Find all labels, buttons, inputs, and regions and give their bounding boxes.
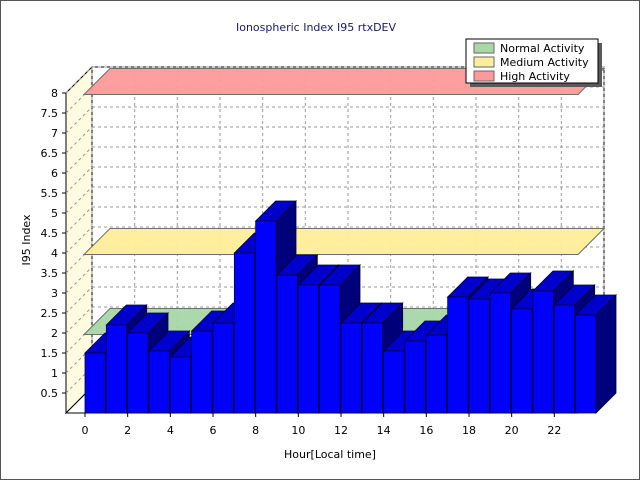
y-tick-label: 4.5 (41, 227, 59, 240)
x-tick-label: 6 (210, 424, 217, 437)
x-tick-label: 12 (334, 424, 348, 437)
bar-front (532, 290, 554, 414)
x-axis-ticks: 0 2 4 6 8 10 12 14 16 18 20 22 (82, 413, 561, 437)
y-tick-label: 2.5 (41, 307, 59, 320)
bar-front (276, 274, 298, 414)
legend-swatch-medium (473, 56, 495, 68)
x-tick-label: 20 (505, 424, 519, 437)
x-axis-title: Hour[Local time] (284, 448, 376, 461)
x-tick-label: 2 (124, 424, 131, 437)
bar-front (511, 308, 533, 414)
bar-front (255, 220, 277, 414)
bar-front (233, 252, 256, 414)
bar-front (489, 292, 512, 414)
band-medium (82, 228, 606, 255)
x-tick-label: 22 (547, 424, 561, 437)
grid-line-side (65, 106, 93, 134)
x-tick-label: 4 (167, 424, 174, 437)
legend-label-medium: Medium Activity (500, 56, 589, 69)
bar-front (340, 322, 362, 414)
bar-front (148, 350, 170, 414)
y-tick-label: 0.5 (41, 387, 59, 400)
chart-title: Ionospheric Index I95 rtxDEV (236, 21, 397, 34)
y-tick-label: 1 (51, 367, 58, 380)
grid-line-side (65, 266, 93, 294)
grid-line-side (65, 206, 93, 234)
bar (574, 294, 617, 414)
bar-front (212, 322, 234, 414)
bar-front (425, 334, 448, 414)
y-tick-label: 3.5 (41, 267, 59, 280)
legend-label-normal: Normal Activity (500, 42, 585, 55)
y-tick-label: 1.5 (41, 347, 59, 360)
grid-line-side (65, 126, 93, 154)
bar-front (361, 322, 384, 414)
bar-front (105, 324, 128, 414)
bar-front (127, 332, 149, 414)
legend-label-high: High Activity (500, 70, 570, 83)
x-tick-label: 10 (291, 424, 305, 437)
grid-line-side (65, 306, 93, 334)
legend-swatch-normal (473, 42, 495, 54)
y-tick-label: 6 (51, 167, 58, 180)
grid-line-side (65, 186, 93, 214)
y-tick-label: 6.5 (41, 147, 59, 160)
x-tick-label: 8 (252, 424, 259, 437)
grid-line-side (65, 146, 93, 174)
y-tick-label: 7.5 (41, 107, 59, 120)
legend-swatch-high (473, 70, 495, 82)
grid-line-side (65, 226, 93, 254)
bar-front (447, 296, 469, 414)
y-tick-label: 3 (51, 287, 58, 300)
bar-front (575, 314, 597, 414)
grid-line-side (65, 66, 93, 94)
x-tick-label: 18 (462, 424, 476, 437)
bar-front (297, 284, 320, 414)
x-tick-label: 14 (377, 424, 391, 437)
bar-front (383, 350, 405, 414)
y-tick-label: 5.5 (41, 187, 59, 200)
y-tick-label: 2 (51, 327, 58, 340)
bar-side (595, 294, 617, 414)
y-axis-ticks: 0.5 1 1.5 2 2.5 3 3.5 4 4.5 5 5.5 6 6.5 7 7.5 8 (41, 87, 66, 400)
y-tick-label: 4 (51, 247, 58, 260)
x-tick-label: 0 (82, 424, 89, 437)
grid-line-side (65, 286, 93, 314)
bar-front (169, 356, 192, 414)
bar-front (191, 330, 213, 414)
grid-line-side (65, 166, 93, 194)
bar-front (84, 352, 106, 414)
bar-front (553, 304, 576, 414)
y-tick-label: 7 (51, 127, 58, 140)
y-tick-label: 5 (51, 207, 58, 220)
bar-front (468, 298, 490, 414)
x-tick-label: 16 (419, 424, 433, 437)
y-axis-title: I95 Index (20, 214, 33, 266)
legend: Normal Activity Medium Activity High Act… (465, 38, 602, 87)
bar-front (319, 284, 341, 414)
bar-front (404, 340, 426, 414)
bars (84, 200, 617, 414)
y-tick-label: 8 (51, 87, 58, 100)
